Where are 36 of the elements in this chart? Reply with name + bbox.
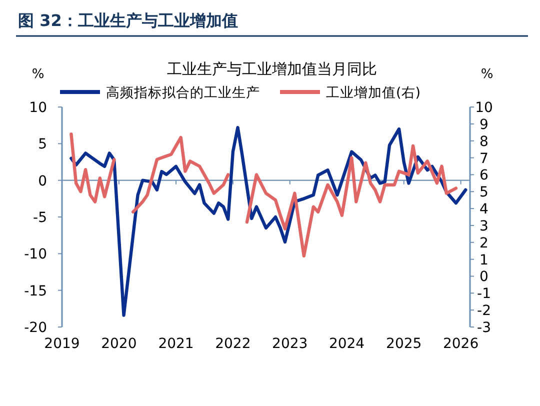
y2-tick-label: 6: [480, 168, 489, 184]
x-tick-label: 2026: [442, 336, 479, 352]
x-tick-label: 2019: [44, 336, 80, 352]
y-tick-label: 5: [38, 136, 47, 153]
y2-tick-label: 7: [480, 150, 488, 167]
x-tick-label: 2025: [386, 336, 422, 352]
x-tick-label: 2023: [272, 336, 308, 352]
y-tick-label: -20: [24, 320, 47, 336]
y2-tick-label: 4: [480, 202, 489, 218]
y-tick-label: -15: [24, 283, 47, 300]
y2-tick-label: 9: [480, 116, 488, 133]
x-tick-label: 2021: [158, 336, 194, 352]
y-tick-label: 0: [38, 173, 47, 190]
y2-tick-label: 5: [480, 184, 488, 201]
x-tick-label: 2024: [328, 336, 365, 352]
legend-label: 工业增加值(右): [326, 85, 421, 101]
x-tick-label: 2022: [215, 336, 251, 352]
y-tick-label: -5: [33, 210, 47, 226]
y2-tick-label: -3: [477, 320, 491, 336]
y2-tick-label: 0: [480, 269, 488, 286]
y-axis-title: %: [32, 67, 44, 82]
y2-tick-label: 8: [480, 134, 488, 150]
chart-title: 图 32：工业生产与工业增加值: [18, 11, 238, 30]
y2-tick-label: 3: [480, 218, 488, 234]
legend-label: 高频指标拟合的工业生产: [106, 85, 260, 101]
x-tick-label: 2020: [101, 336, 137, 352]
y2-tick-label: 10: [475, 100, 493, 116]
chart-subtitle: 工业生产与工业增加值当月同比: [167, 60, 377, 78]
line-series: [70, 126, 468, 317]
y2-axis-title: %: [480, 67, 494, 82]
y2-tick-label: 1: [480, 252, 488, 268]
y-tick-label: 10: [29, 100, 47, 116]
y2-tick-label: -1: [477, 286, 491, 302]
y2-tick-label: -2: [477, 303, 491, 320]
y-tick-label: -10: [24, 246, 47, 263]
y2-tick-label: 2: [480, 235, 488, 252]
